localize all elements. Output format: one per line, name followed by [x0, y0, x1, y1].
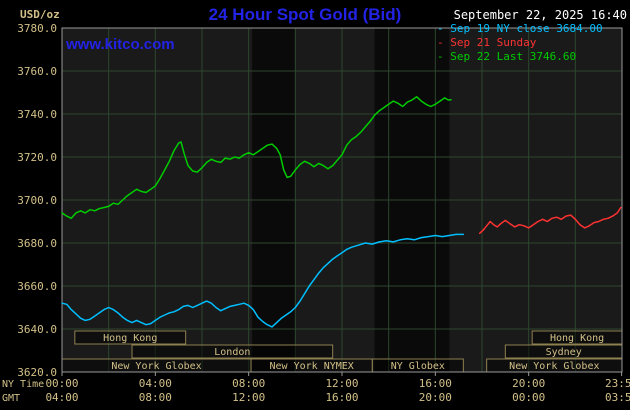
datetime-label: September 22, 2025 16:40 — [453, 8, 627, 22]
x-tick-label-gmt: 08:00 — [139, 391, 172, 404]
y-tick-label: 3640.0 — [17, 323, 57, 336]
y-tick-label: 3700.0 — [17, 194, 57, 207]
x-tick-label-gmt: 20:00 — [419, 391, 452, 404]
x-tick-label-ny: 00:00 — [45, 377, 78, 390]
y-tick-label: 3760.0 — [17, 65, 57, 78]
session-label: Sydney — [546, 347, 582, 358]
session-label: NY Globex — [391, 361, 445, 372]
session-label: Hong Kong — [550, 333, 604, 344]
legend: - Sep 19 NY close 3684.00- Sep 21 Sunday… — [437, 22, 603, 64]
x-tick-label-ny: 04:00 — [139, 377, 172, 390]
session-label: New York Globex — [111, 361, 201, 372]
kitco-watermark-link[interactable]: www.kitco.com — [66, 36, 175, 53]
x-tick-label-ny: 08:00 — [232, 377, 265, 390]
session-label: London — [214, 347, 250, 358]
session-label: Hong Kong — [103, 333, 157, 344]
session-box — [131, 344, 334, 359]
session-label: New York NYMEX — [270, 361, 354, 372]
y-tick-label: 3720.0 — [17, 151, 57, 164]
legend-item: - Sep 22 Last 3746.60 — [437, 50, 577, 63]
legend-item: - Sep 21 Sunday — [437, 36, 537, 49]
x-tick-label-gmt: 12:00 — [232, 391, 265, 404]
series-line-sep-22 — [61, 96, 452, 220]
y-tick-label: 3680.0 — [17, 237, 57, 250]
x-axis-row-label-gmt: GMT — [2, 393, 21, 404]
y-axis-unit-label: USD/oz — [20, 8, 60, 21]
y-tick-label: 3740.0 — [17, 108, 57, 121]
x-tick-label-ny: 23:59 — [605, 377, 630, 390]
x-tick-label-gmt: 04:00 — [45, 391, 78, 404]
y-tick-label: 3780.0 — [17, 22, 57, 35]
legend-item: - Sep 19 NY close 3684.00 — [437, 22, 603, 35]
series-line-sep-19 — [61, 233, 465, 328]
x-tick-label-ny: 16:00 — [419, 377, 452, 390]
session-box — [74, 330, 187, 345]
x-tick-label-ny: 12:00 — [325, 377, 358, 390]
x-axis-row-label-ny-time: NY Time — [2, 379, 45, 390]
x-tick-label-gmt: 16:00 — [325, 391, 358, 404]
chart-title: 24 Hour Spot Gold (Bid) — [208, 5, 402, 24]
session-label: New York Globex — [509, 361, 599, 372]
y-tick-label: 3620.0 — [17, 366, 57, 379]
series-line-sep-21 — [478, 206, 622, 235]
x-tick-label-ny: 20:00 — [512, 377, 545, 390]
x-tick-label-gmt: 00:00 — [512, 391, 545, 404]
y-tick-label: 3660.0 — [17, 280, 57, 293]
x-tick-label-gmt: 03:59 — [605, 391, 630, 404]
